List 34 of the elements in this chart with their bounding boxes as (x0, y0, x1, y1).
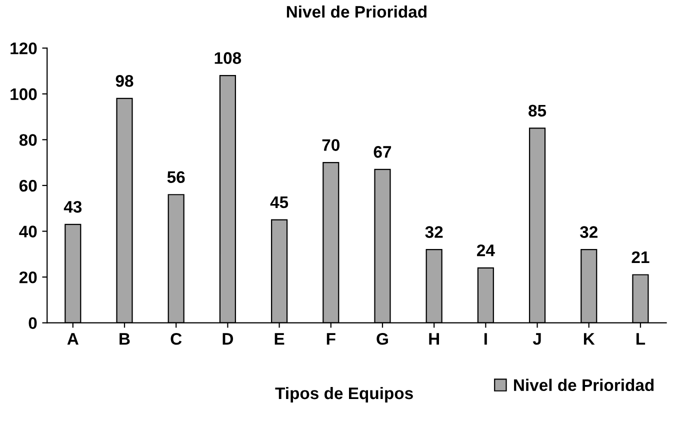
data-label: 32 (580, 226, 598, 238)
x-tick-label: K (584, 333, 595, 345)
x-tick-label: L (636, 333, 646, 345)
x-tick-label: A (67, 333, 78, 345)
data-label: 98 (116, 75, 134, 87)
data-label: 56 (167, 171, 185, 183)
x-tick-label: G (376, 332, 388, 345)
y-tick-label: 120 (10, 42, 37, 54)
legend-label: Nivel de Prioridad (514, 378, 654, 392)
x-tick-label: E (274, 333, 284, 345)
x-axis-title: Tipos de Equipos (275, 386, 413, 403)
x-tick-label: H (429, 333, 439, 345)
y-tick-label: 20 (19, 271, 37, 284)
x-tick-label: D (222, 333, 234, 345)
chart-title: Nivel de Prioridad (286, 5, 426, 18)
y-tick-label: 80 (19, 134, 37, 146)
data-label: 43 (64, 200, 82, 213)
data-label: 32 (425, 226, 443, 238)
x-tick-label: I (484, 333, 487, 345)
data-label: 21 (632, 251, 650, 263)
data-label: 67 (374, 146, 392, 158)
y-tick-label: 100 (10, 88, 37, 100)
y-tick-label: 40 (19, 226, 37, 238)
x-tick-label: J (532, 333, 541, 345)
data-label: 70 (322, 139, 340, 151)
data-label: 45 (270, 196, 288, 208)
x-tick-label: F (326, 333, 336, 345)
data-label: 108 (214, 52, 242, 64)
y-tick-label: 0 (28, 317, 37, 330)
x-tick-label: B (120, 333, 130, 345)
y-tick-label: 60 (19, 180, 37, 192)
data-label: 85 (528, 104, 546, 117)
data-label: 24 (476, 244, 495, 256)
x-tick-label: C (170, 332, 182, 345)
